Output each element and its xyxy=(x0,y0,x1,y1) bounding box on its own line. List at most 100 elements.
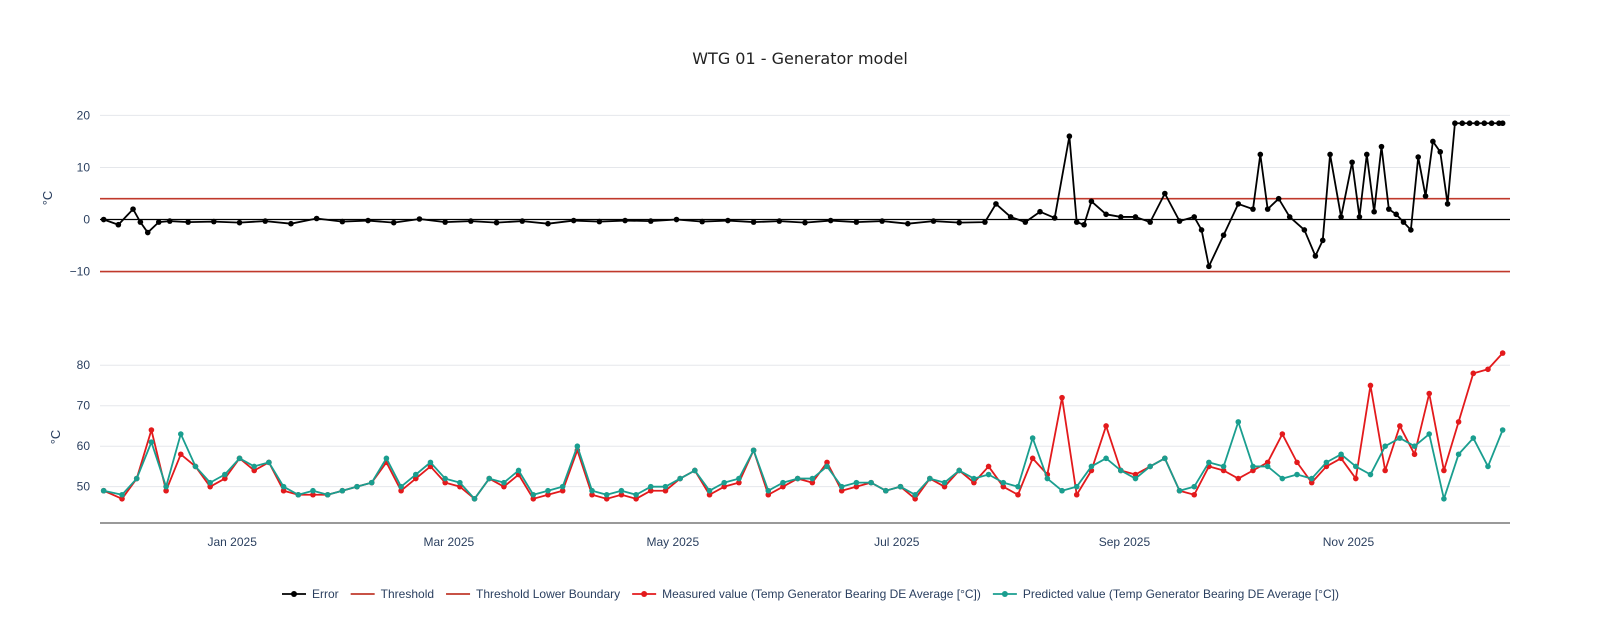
legend-item[interactable]: Measured value (Temp Generator Bearing D… xyxy=(632,587,981,601)
legend-marker xyxy=(291,591,297,597)
data-point xyxy=(622,217,628,224)
data-point xyxy=(706,487,713,494)
data-point xyxy=(1081,221,1087,228)
data-point xyxy=(1103,211,1109,218)
data-point xyxy=(1386,206,1392,212)
data-point xyxy=(1264,459,1271,466)
data-point xyxy=(1132,214,1139,220)
data-point xyxy=(1363,151,1370,158)
data-point xyxy=(985,463,992,470)
data-point xyxy=(280,483,287,490)
data-point xyxy=(1400,219,1407,225)
data-point xyxy=(879,218,885,224)
data-point xyxy=(262,218,269,224)
data-point xyxy=(324,491,331,498)
data-point xyxy=(1312,253,1319,259)
data-point xyxy=(1264,463,1271,470)
data-point xyxy=(390,219,397,226)
data-point xyxy=(119,496,125,502)
data-point xyxy=(545,220,551,227)
data-point xyxy=(589,491,595,498)
data-point xyxy=(166,218,173,224)
data-point xyxy=(1485,366,1491,373)
data-point xyxy=(1426,431,1433,437)
data-point xyxy=(1117,467,1124,474)
data-point xyxy=(100,216,107,223)
data-point xyxy=(1220,463,1227,470)
data-point xyxy=(1286,214,1293,220)
data-point xyxy=(838,487,845,494)
legend-item[interactable]: Threshold Lower Boundary xyxy=(446,587,620,601)
data-point xyxy=(398,483,404,490)
data-point xyxy=(853,479,860,486)
data-point xyxy=(827,217,834,224)
data-point xyxy=(971,479,977,486)
data-point xyxy=(310,491,316,498)
data-point xyxy=(993,201,999,207)
data-point xyxy=(868,479,874,486)
data-point xyxy=(853,483,860,490)
data-point xyxy=(736,479,742,486)
data-point xyxy=(1000,483,1007,490)
legend-label: Predicted value (Temp Generator Bearing … xyxy=(1023,587,1339,601)
data-point xyxy=(310,487,316,494)
data-point xyxy=(115,221,122,228)
error-panel: 20 10 0 −10 xyxy=(70,108,1510,279)
data-point xyxy=(1015,483,1021,490)
data-point xyxy=(1037,208,1043,215)
data-point xyxy=(177,451,184,458)
data-point xyxy=(1338,451,1344,458)
data-point xyxy=(1397,435,1403,441)
data-point xyxy=(750,447,757,454)
data-point xyxy=(1235,201,1242,207)
data-point xyxy=(1066,133,1073,140)
data-point xyxy=(1176,487,1183,494)
data-point xyxy=(1408,227,1414,233)
x-tick-label: Sep 2025 xyxy=(1099,535,1151,549)
data-point xyxy=(1426,390,1433,397)
data-point xyxy=(780,483,786,490)
data-point xyxy=(1499,350,1506,356)
data-point xyxy=(824,459,830,466)
legend-item[interactable]: Predicted value (Temp Generator Bearing … xyxy=(992,587,1339,601)
x-tick-label: Nov 2025 xyxy=(1323,535,1375,549)
data-point xyxy=(912,496,918,502)
data-point xyxy=(288,220,294,227)
data-point xyxy=(545,491,551,498)
data-point xyxy=(1264,206,1271,212)
data-point xyxy=(1382,467,1388,474)
data-point xyxy=(1466,120,1473,127)
data-point xyxy=(501,479,507,486)
data-point xyxy=(1088,198,1095,205)
data-point xyxy=(1015,491,1021,498)
data-point xyxy=(1073,483,1080,490)
data-point xyxy=(398,487,404,494)
legend-label: Measured value (Temp Generator Bearing D… xyxy=(662,587,981,601)
chart-title: WTG 01 - Generator model xyxy=(692,49,908,68)
data-point xyxy=(1319,237,1326,244)
data-point xyxy=(1499,427,1506,433)
data-point xyxy=(699,218,705,225)
data-point xyxy=(882,487,889,494)
data-point xyxy=(706,491,713,498)
data-point xyxy=(1301,227,1308,233)
data-point xyxy=(486,475,493,482)
data-point xyxy=(119,491,125,498)
data-point xyxy=(570,217,577,224)
data-point xyxy=(427,459,434,466)
data-point xyxy=(1279,475,1286,482)
error-panel-y-axis-title: °C xyxy=(40,191,55,206)
data-point xyxy=(457,479,463,486)
error-panel-y-tick-label: −10 xyxy=(70,265,91,279)
data-point xyxy=(1352,475,1359,482)
legend-item[interactable]: Error xyxy=(282,587,339,601)
data-point xyxy=(794,475,801,482)
data-point xyxy=(1250,463,1256,470)
legend-item[interactable]: Threshold xyxy=(350,587,434,601)
data-point xyxy=(1415,154,1422,160)
legend-label: Threshold Lower Boundary xyxy=(476,587,620,601)
data-point xyxy=(211,218,217,225)
data-point xyxy=(1198,227,1205,233)
data-point xyxy=(809,479,816,486)
data-point xyxy=(1382,443,1388,449)
